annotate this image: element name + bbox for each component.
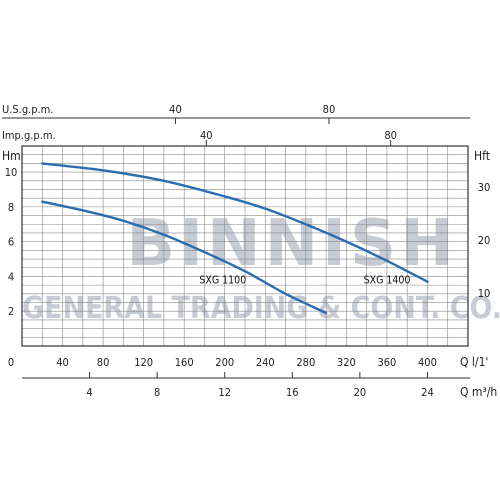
top-usgpm-label: U.S.g.p.m. (2, 103, 53, 116)
right-tick-label: 30 (478, 181, 491, 194)
bottom-lpm-tick-label: 40 (56, 356, 69, 369)
bottom-lpm-tick-label: 200 (215, 356, 234, 369)
bottom-lpm-tick-label: 80 (97, 356, 110, 369)
watermark-line2: GENERAL TRADING & CONT. CO. (22, 291, 500, 326)
left-tick-label: 10 (5, 166, 18, 179)
top-impgpm-label: Imp.g.p.m. (2, 129, 56, 142)
right-tick-label: 10 (478, 287, 491, 300)
bottom-lpm-tick-label: 120 (134, 356, 153, 369)
bottom-m3h-tick-label: 8 (154, 386, 160, 399)
left-axis-unit: Hm (2, 149, 21, 163)
left-tick-label: 4 (8, 270, 14, 283)
bottom-lpm-unit: Q l/1' (460, 355, 488, 369)
curve-label-sxg-1100: SXG 1100 (199, 274, 246, 286)
bottom-m3h-unit: Q m³/h (460, 385, 497, 399)
top-impgpm-tick-label: 40 (200, 129, 213, 142)
right-axis-unit: Hft (474, 149, 490, 163)
bottom-lpm-tick-label: 160 (175, 356, 194, 369)
right-tick-label: 20 (478, 234, 491, 247)
watermark: BINNISH GENERAL TRADING & CONT. CO. (22, 207, 500, 326)
left-tick-label: 6 (8, 236, 14, 249)
bottom-m3h-tick-label: 4 (86, 386, 92, 399)
top-usgpm-tick-label: 40 (169, 103, 182, 116)
top-impgpm-tick-label: 80 (384, 129, 397, 142)
bottom-lpm-tick-label: 360 (377, 356, 396, 369)
top-usgpm-tick-label: 80 (323, 103, 336, 116)
bottom-m3h-tick-label: 24 (421, 386, 434, 399)
left-tick-label: 8 (8, 201, 14, 214)
bottom-lpm-tick-label: 320 (337, 356, 356, 369)
bottom-lpm-tick-label: 400 (418, 356, 437, 369)
curves (41, 162, 429, 315)
bottom-m3h-tick-label: 16 (286, 386, 299, 399)
bottom-lpm-tick-label: 280 (296, 356, 315, 369)
bottom-m3h-tick-label: 20 (354, 386, 367, 399)
grid (22, 146, 468, 346)
left-tick-label: 2 (8, 305, 14, 318)
plot-frame (21, 145, 469, 347)
axes: U.S.g.p.m. Imp.g.p.m. Hm Hft Q l/1' Q m³… (2, 103, 497, 399)
bottom-m3h-tick-label: 12 (218, 386, 231, 399)
curve-label-sxg-1400: SXG 1400 (364, 274, 411, 286)
bottom-lpm-tick-label: 240 (256, 356, 275, 369)
curve-sxg-1400 (41, 162, 429, 283)
watermark-line1: BINNISH (126, 207, 457, 281)
curve-sxg-1100 (41, 200, 328, 315)
curve-labels: SXG 1100 SXG 1400 (199, 274, 410, 286)
left-tick-label: 0 (8, 356, 14, 369)
